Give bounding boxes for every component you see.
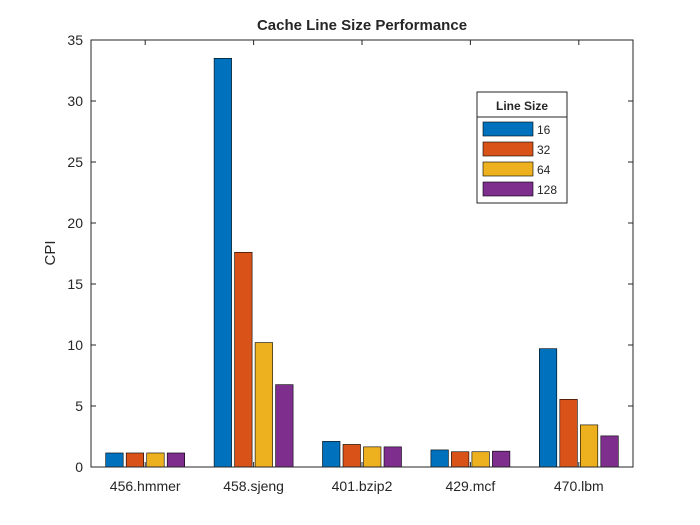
axes-box (90, 39, 634, 468)
bar-32-470.lbm (559, 398, 578, 468)
bar-32-456.hmmer (125, 452, 144, 468)
x-tick-label: 401.bzip2 (332, 478, 393, 494)
x-tick-label: 470.lbm (554, 478, 604, 494)
y-tick-label: 35 (67, 32, 83, 48)
y-tick-label: 30 (67, 93, 83, 109)
bar-16-456.hmmer (105, 452, 124, 468)
bar-128-458.sjeng (275, 384, 294, 468)
bar-32-458.sjeng (234, 251, 253, 468)
bar-64-429.mcf (471, 451, 490, 468)
bar-64-458.sjeng (254, 342, 273, 468)
y-tick-label: 25 (67, 154, 83, 170)
bar-128-429.mcf (492, 450, 511, 468)
bar-32-401.bzip2 (342, 444, 361, 468)
bar-64-456.hmmer (146, 452, 165, 468)
x-tick-label: 429.mcf (445, 478, 495, 494)
bar-16-429.mcf (430, 449, 449, 468)
y-tick-label: 10 (67, 337, 83, 353)
y-tick-label: 15 (67, 276, 83, 292)
bar-64-470.lbm (579, 424, 599, 468)
bar-32-429.mcf (451, 451, 470, 468)
bar-128-456.hmmer (166, 452, 185, 468)
bar-16-470.lbm (538, 348, 558, 468)
legend-title: Line Size (496, 99, 548, 113)
bar-128-401.bzip2 (383, 446, 402, 468)
legend-swatch-32 (482, 141, 534, 157)
y-axis-ticks: 0 5 10 15 20 25 30 35 (67, 32, 633, 475)
legend-swatch-64 (482, 161, 534, 177)
legend-swatch-128 (482, 181, 534, 197)
y-axis-label: CPI (42, 240, 59, 265)
legend-label-64: 64 (537, 163, 551, 177)
legend-label-128: 128 (537, 183, 557, 197)
bars-group (105, 57, 619, 468)
x-tick-label: 456.hmmer (110, 478, 181, 494)
x-axis-ticks: 456.hmmer 458.sjeng 401.bzip2 429.mcf 470.lb… (110, 40, 604, 494)
bar-128-470.lbm (600, 435, 619, 468)
legend-swatch-16 (482, 121, 534, 137)
y-tick-label: 0 (75, 459, 83, 475)
y-tick-label: 5 (75, 398, 83, 414)
bar-16-401.bzip2 (322, 441, 341, 468)
y-tick-label: 20 (67, 215, 83, 231)
x-tick-label: 458.sjeng (223, 478, 284, 494)
bar-64-401.bzip2 (363, 446, 382, 468)
legend-label-16: 16 (537, 123, 551, 137)
legend: Line Size 16 32 64 128 (476, 91, 568, 204)
legend-label-32: 32 (537, 143, 551, 157)
bar-16-458.sjeng (213, 57, 232, 468)
chart-title: Cache Line Size Performance (257, 17, 467, 34)
